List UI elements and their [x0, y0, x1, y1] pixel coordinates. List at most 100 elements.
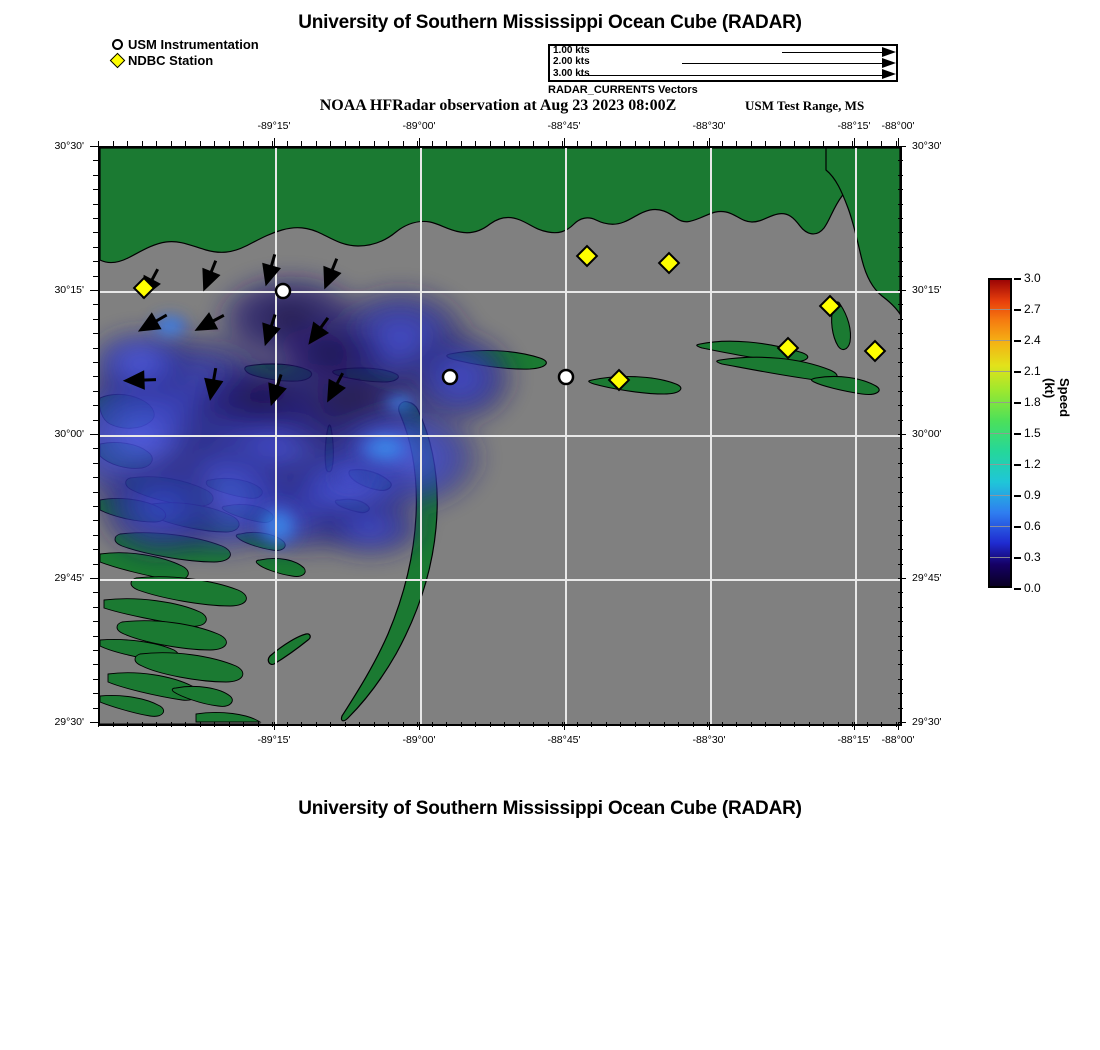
y-tick-minor-right [898, 477, 903, 479]
y-tick-minor-left [93, 678, 98, 680]
colorbar-tick-label: 2.4 [1024, 333, 1041, 347]
x-tick-minor-bottom [881, 722, 882, 727]
colorbar-gridline [990, 340, 1010, 341]
footer-title: University of Southern Mississippi Ocean… [298, 798, 802, 819]
vector-shaft-2 [682, 63, 882, 65]
x-tick-minor-top [518, 141, 520, 146]
x-axis-label-bottom: -88°00' [881, 734, 915, 746]
x-tick-minor-top [649, 141, 650, 146]
ndbc-station-markers[interactable] [132, 244, 887, 392]
x-tick-minor-top [707, 141, 708, 146]
x-axis-label-bottom: -89°00' [402, 734, 436, 746]
y-tick-minor-right [898, 390, 903, 392]
y-axis-label-left: 29°30' [54, 716, 84, 728]
vector-legend-row-3: 3.00 kts [550, 68, 896, 80]
x-tick-minor-top [794, 141, 795, 146]
y-tick-minor-right [898, 218, 903, 219]
y-tick-major-left [90, 146, 98, 147]
y-tick-minor-right [898, 592, 903, 594]
x-tick-minor-top [634, 141, 636, 146]
y-tick-minor-right [898, 347, 903, 349]
x-tick-minor-top [779, 141, 781, 146]
x-tick-minor-bottom [663, 722, 665, 727]
x-tick-minor-bottom [431, 722, 433, 727]
y-tick-minor-left [93, 405, 98, 407]
x-tick-minor-top [547, 141, 549, 146]
y-tick-minor-left [93, 362, 98, 363]
map-graphics [100, 148, 900, 724]
x-tick-minor-top [562, 141, 563, 146]
y-tick-minor-left [93, 333, 98, 335]
x-tick-minor-top [156, 141, 157, 146]
x-tick-minor-bottom [576, 722, 578, 727]
x-tick-minor-bottom [562, 722, 563, 727]
x-tick-minor-top [489, 141, 491, 146]
x-tick-minor-bottom [707, 722, 708, 727]
x-tick-minor-bottom [852, 722, 853, 727]
x-tick-minor-top [141, 141, 143, 146]
x-tick-minor-bottom [460, 722, 462, 727]
x-tick-minor-bottom [156, 722, 157, 727]
x-tick-minor-bottom [823, 722, 824, 727]
colorbar-gridline [990, 526, 1010, 527]
y-tick-minor-right [898, 304, 903, 306]
usm-instrumentation-markers[interactable] [274, 282, 575, 386]
y-tick-major-right [898, 290, 906, 291]
x-tick-minor-top [301, 141, 302, 146]
x-axis-label-bottom: -88°30' [692, 734, 726, 746]
y-tick-minor-left [93, 534, 98, 536]
x-tick-minor-bottom [170, 722, 172, 727]
y-tick-minor-right [898, 246, 903, 248]
y-tick-minor-right [898, 376, 903, 378]
vector-legend-row-1: 1.00 kts [550, 45, 896, 57]
x-tick-minor-bottom [359, 722, 360, 727]
colorbar-tick-label: 0.6 [1024, 519, 1041, 533]
colorbar-gridline [990, 433, 1010, 434]
y-tick-major-right [898, 722, 906, 723]
y-tick-minor-right [898, 621, 903, 623]
x-axis-label-top: -88°15' [837, 120, 871, 132]
y-tick-major-right [898, 146, 906, 147]
x-tick-minor-top [475, 141, 476, 146]
x-axis-label-top: -88°45' [547, 120, 581, 132]
x-tick-minor-top [750, 141, 752, 146]
x-tick-minor-bottom [620, 722, 621, 727]
y-tick-minor-left [93, 232, 98, 234]
speed-field-heatmap [100, 270, 520, 563]
y-tick-minor-left [93, 390, 98, 392]
colorbar-tick-label: 1.5 [1024, 426, 1041, 440]
y-tick-minor-right [898, 534, 903, 536]
x-tick-minor-bottom [214, 722, 215, 727]
x-tick-minor-bottom [417, 722, 418, 727]
x-tick-minor-bottom [272, 722, 273, 727]
map-canvas [100, 148, 900, 724]
colorbar-gridline [990, 557, 1010, 558]
x-tick-minor-top [359, 141, 360, 146]
map-plot-area[interactable] [98, 146, 902, 726]
x-tick-minor-bottom [489, 722, 491, 727]
x-tick-minor-top [881, 141, 882, 146]
x-axis-label-top: -89°00' [402, 120, 436, 132]
y-tick-minor-right [898, 318, 903, 320]
x-tick-minor-bottom [649, 722, 650, 727]
x-axis-label-bottom: -88°45' [547, 734, 581, 746]
x-axis-label-top: -89°15' [257, 120, 291, 132]
x-tick-minor-top [127, 141, 128, 146]
y-tick-major-left [90, 578, 98, 579]
y-tick-minor-right [898, 707, 903, 709]
x-tick-minor-bottom [286, 722, 288, 727]
x-axis-label-bottom: -88°15' [837, 734, 871, 746]
x-tick-major-top [898, 138, 899, 146]
land-gulf-coast [100, 148, 900, 264]
colorbar-gridline [990, 464, 1010, 465]
vector-shaft-3 [580, 74, 882, 76]
y-tick-minor-right [898, 462, 903, 464]
x-tick-minor-top [837, 141, 839, 146]
y-tick-minor-left [93, 520, 98, 522]
vector-legend-row-2: 2.00 kts [550, 56, 896, 68]
x-tick-major-bottom [898, 722, 899, 730]
x-tick-minor-top [765, 141, 766, 146]
x-tick-minor-top [417, 141, 418, 146]
vector-arrowhead-2 [882, 57, 896, 68]
x-tick-major-top [709, 138, 710, 146]
